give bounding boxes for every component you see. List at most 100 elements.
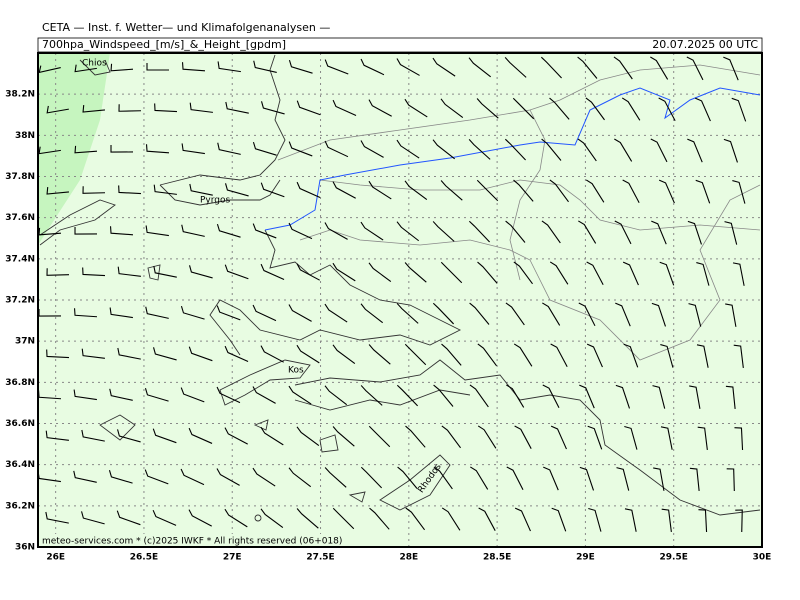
place-label: Chios: [82, 59, 107, 69]
wind-barb: [731, 97, 747, 122]
wind-barb: [513, 179, 534, 202]
x-tick-label: 30E: [753, 553, 772, 563]
wind-barb: [686, 56, 704, 81]
wind-barb: [660, 426, 673, 450]
wind-barb: [217, 61, 241, 73]
wind-barb: [82, 267, 106, 277]
wind-barb: [332, 344, 356, 364]
wind-barb: [360, 303, 384, 324]
wind-barb: [540, 56, 562, 79]
footer-bg: [38, 534, 408, 546]
wind-barb: [46, 105, 69, 114]
wind-barb: [724, 221, 738, 245]
wind-barb: [514, 425, 532, 449]
wind-barb: [288, 141, 313, 157]
wind-barb: [725, 303, 737, 327]
wind-barb: [324, 222, 348, 240]
wind-barb: [660, 344, 674, 368]
wind-barb: [82, 105, 106, 113]
wind-barb: [405, 507, 426, 531]
wind-barb: [469, 384, 489, 408]
wind-barb: [732, 180, 746, 204]
wind-barb: [542, 302, 561, 326]
wind-barb: [687, 220, 702, 245]
wind-barb: [82, 186, 106, 194]
wind-barb: [697, 426, 708, 450]
wind-barb: [73, 308, 98, 318]
wind-barb: [368, 344, 391, 365]
wind-barb: [585, 179, 605, 203]
wind-barb: [224, 345, 249, 362]
wind-barb: [144, 388, 169, 402]
wind-barb: [441, 425, 462, 449]
x-tick-label: 29E: [576, 553, 595, 563]
place-label: Kos: [288, 366, 304, 376]
wind-barb: [74, 145, 98, 154]
wind-barb: [369, 507, 390, 530]
wind-barb: [585, 97, 605, 121]
wind-barb: [550, 343, 568, 367]
x-tick-label: 27E: [223, 553, 242, 563]
wind-barb: [189, 183, 213, 196]
wind-barb: [549, 97, 570, 120]
wind-barb: [224, 427, 248, 445]
wind-barb: [288, 385, 312, 405]
wind-barb: [688, 303, 702, 327]
y-tick-label: 36.8N: [5, 378, 35, 388]
wind-barb: [541, 220, 561, 244]
wind-barb: [694, 97, 711, 122]
wind-barb: [117, 266, 141, 277]
wind-barb: [396, 58, 420, 76]
wind-barb: [476, 98, 499, 119]
wind-barb: [46, 268, 70, 276]
wind-barb: [543, 466, 559, 491]
wind-barb: [396, 139, 420, 159]
wind-barb: [288, 59, 313, 74]
wind-barb: [615, 302, 631, 327]
wind-barb: [332, 262, 356, 282]
y-tick-label: 36.4N: [5, 460, 35, 470]
wind-barb: [296, 508, 319, 529]
wind-barb: [405, 425, 426, 448]
wind-barb: [332, 99, 357, 116]
wind-barb: [153, 265, 177, 278]
wind-barb: [577, 138, 597, 162]
wind-barb: [288, 304, 312, 322]
wind-barb: [153, 184, 177, 195]
wind-barb: [578, 302, 596, 327]
wind-barb: [696, 344, 709, 368]
wind-barb: [181, 224, 205, 237]
wind-barb: [74, 227, 98, 235]
wind-barb: [110, 63, 134, 72]
wind-barb: [396, 221, 420, 242]
wind-barb: [332, 181, 356, 199]
wind-barb: [504, 57, 527, 78]
x-tick-label: 29.5E: [660, 553, 688, 563]
wind-barb: [621, 97, 641, 121]
wind-barb: [188, 427, 213, 444]
wind-barb: [296, 426, 320, 446]
wind-barb: [116, 510, 141, 526]
wind-barb: [288, 222, 313, 240]
y-tick-label: 36.6N: [5, 419, 35, 429]
wind-barb: [324, 59, 349, 75]
wind-barb: [260, 426, 284, 446]
wind-barb: [586, 261, 604, 285]
wind-barb: [46, 349, 70, 359]
wind-barb: [549, 261, 569, 285]
y-tick-label: 37.4N: [5, 254, 35, 264]
wind-barb: [81, 429, 105, 442]
wind-barb: [652, 385, 666, 409]
wind-barb: [118, 104, 142, 112]
wind-barb: [577, 56, 598, 79]
y-tick-label: 38N: [15, 131, 35, 141]
wind-barb: [224, 508, 248, 528]
wind-barb: [689, 385, 701, 409]
wind-barb: [216, 468, 240, 486]
wind-barb: [469, 302, 490, 325]
wind-barb: [252, 467, 276, 487]
wind-barb: [478, 507, 496, 531]
wind-barb: [38, 146, 61, 155]
wind-barb: [506, 466, 524, 491]
wind-barb: [288, 467, 312, 488]
